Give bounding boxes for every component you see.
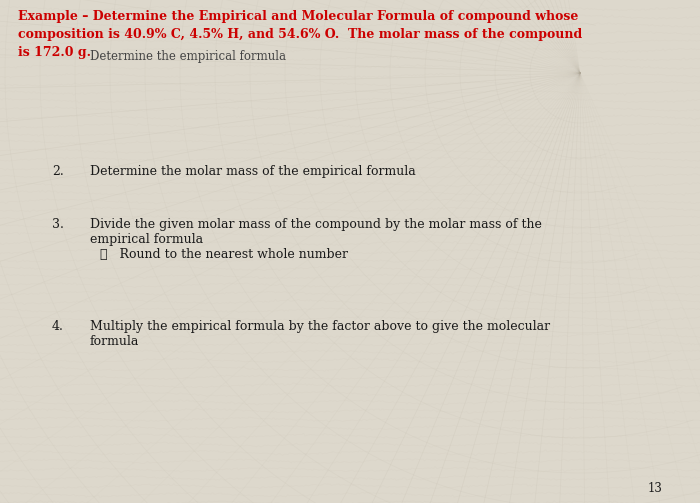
Text: formula: formula <box>90 335 139 348</box>
Text: Divide the given molar mass of the compound by the molar mass of the: Divide the given molar mass of the compo… <box>90 218 542 231</box>
Text: 2.: 2. <box>52 165 64 178</box>
Text: composition is 40.9% C, 4.5% H, and 54.6% O.  The molar mass of the compound: composition is 40.9% C, 4.5% H, and 54.6… <box>18 28 582 41</box>
Text: Determine the molar mass of the empirical formula: Determine the molar mass of the empirica… <box>90 165 416 178</box>
Text: Multiply the empirical formula by the factor above to give the molecular: Multiply the empirical formula by the fa… <box>90 320 550 333</box>
Text: 13: 13 <box>648 482 663 495</box>
Text: ✓   Round to the nearest whole number: ✓ Round to the nearest whole number <box>100 248 348 261</box>
Text: Determine the empirical formula: Determine the empirical formula <box>90 50 286 63</box>
Text: 4.: 4. <box>52 320 64 333</box>
Text: 3.: 3. <box>52 218 64 231</box>
Text: empirical formula: empirical formula <box>90 233 203 246</box>
Text: is 172.0 g.: is 172.0 g. <box>18 46 91 59</box>
Text: Example – Determine the Empirical and Molecular Formula of compound whose: Example – Determine the Empirical and Mo… <box>18 10 578 23</box>
